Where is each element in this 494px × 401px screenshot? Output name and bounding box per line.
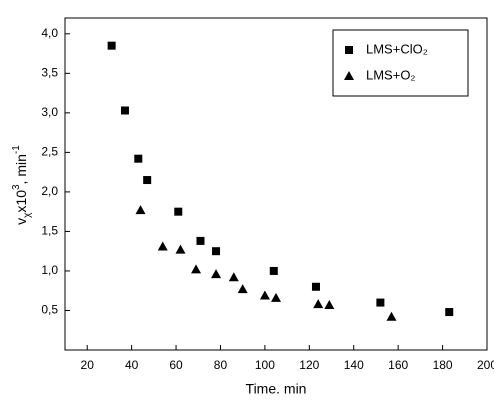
y-tick-label: 2,0 xyxy=(41,184,58,198)
marker-triangle xyxy=(211,269,222,279)
legend-label: LMS+ClO₂ xyxy=(366,41,428,56)
marker-triangle xyxy=(135,205,146,215)
y-tick-label: 0,5 xyxy=(41,303,58,317)
x-tick-label: 60 xyxy=(169,358,183,372)
legend-box xyxy=(332,29,469,97)
marker-square xyxy=(134,154,143,163)
marker-triangle xyxy=(324,299,335,309)
y-axis-title: vχx103, min-1 xyxy=(11,145,33,225)
marker-triangle xyxy=(237,284,248,294)
x-axis-title: Time. min xyxy=(246,381,307,397)
x-tick-label: 120 xyxy=(299,358,319,372)
marker-triangle xyxy=(259,290,270,300)
marker-square xyxy=(445,308,454,317)
marker-triangle xyxy=(271,292,281,302)
x-tick-label: 80 xyxy=(214,358,228,372)
marker-square xyxy=(107,41,116,50)
marker-square xyxy=(269,266,278,275)
marker-square xyxy=(143,176,152,185)
y-tick-label: 1,5 xyxy=(41,224,58,238)
y-tick-label: 1,0 xyxy=(41,263,58,277)
y-tick-label: 2,5 xyxy=(41,145,58,159)
legend-marker xyxy=(344,71,354,80)
marker-triangle xyxy=(386,311,397,321)
legend-marker xyxy=(345,46,353,54)
x-tick-label: 20 xyxy=(81,358,95,372)
x-tick-label: 200 xyxy=(477,358,494,372)
plot-frame xyxy=(64,17,488,351)
y-tick-label: 4,0 xyxy=(41,26,58,40)
marker-square xyxy=(174,207,183,216)
marker-triangle xyxy=(228,272,239,282)
marker-square xyxy=(311,282,320,291)
x-tick-label: 100 xyxy=(255,358,275,372)
marker-triangle xyxy=(313,299,324,309)
x-tick-label: 180 xyxy=(433,358,453,372)
marker-triangle xyxy=(157,241,168,251)
marker-square xyxy=(212,247,221,256)
marker-square xyxy=(196,236,205,245)
y-tick-label: 3,0 xyxy=(41,105,58,119)
y-tick-label: 3,5 xyxy=(41,66,58,80)
x-tick-label: 40 xyxy=(125,358,139,372)
marker-square xyxy=(376,298,385,307)
marker-triangle xyxy=(191,264,202,274)
marker-triangle xyxy=(175,244,186,254)
legend-label: LMS+O₂ xyxy=(366,67,415,82)
x-tick-label: 140 xyxy=(344,358,364,372)
x-tick-label: 160 xyxy=(388,358,408,372)
marker-square xyxy=(120,106,129,115)
